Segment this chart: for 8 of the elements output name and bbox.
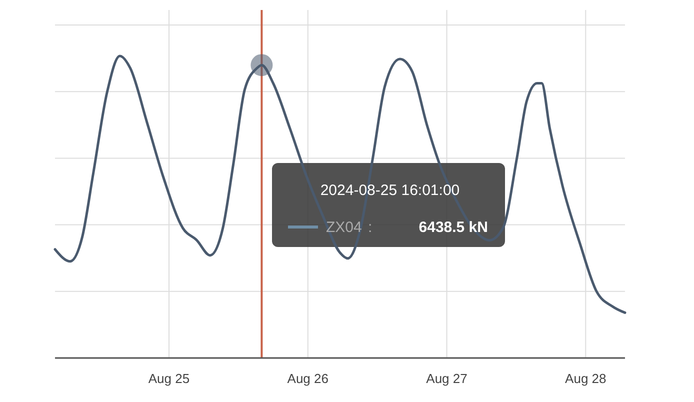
x-tick-label: Aug 25: [148, 371, 190, 386]
annotation: 6438.5 kN: [418, 219, 488, 236]
series-label: ZX04: [326, 219, 362, 236]
annotation: 2024-08-25 16:01:00: [320, 182, 460, 199]
x-tick-label: Aug 26: [287, 371, 328, 386]
x-tick-label: Aug 27: [426, 371, 468, 386]
annotation: :: [368, 219, 372, 236]
x-tick-label: Aug 28: [565, 371, 606, 386]
